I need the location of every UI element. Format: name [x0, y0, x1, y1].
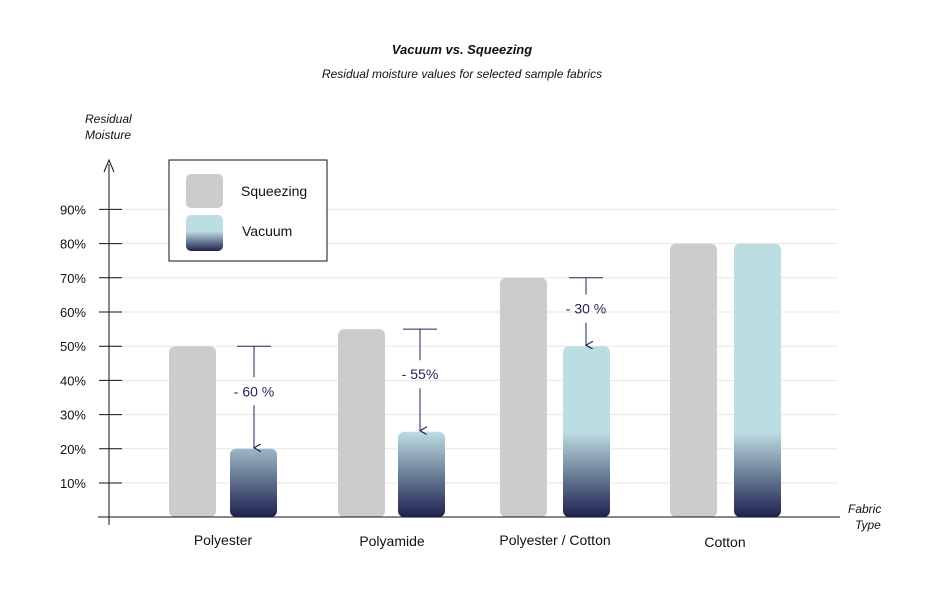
- reduction-label: - 30 %: [566, 301, 606, 317]
- bar-vacuum: [563, 346, 610, 517]
- x-category-label: Polyester: [194, 532, 253, 548]
- legend-label-vacuum: Vacuum: [242, 223, 292, 239]
- bar-squeezing: [338, 329, 385, 517]
- y-tick-label: 40%: [60, 373, 86, 388]
- y-axis-label-line2: Moisture: [85, 128, 131, 142]
- bars: [169, 243, 781, 517]
- y-tick-label: 50%: [60, 339, 86, 354]
- bar-vacuum: [230, 448, 277, 517]
- chart-subtitle: Residual moisture values for selected sa…: [321, 67, 603, 81]
- x-axis-label-line1: Fabric: [848, 502, 881, 516]
- x-category-label: Polyester / Cotton: [499, 532, 610, 548]
- reduction-label: - 55%: [402, 366, 439, 382]
- x-category-labels: Polyester Polyamide Polyester / Cotton Cott…: [194, 532, 746, 550]
- y-axis-label-line1: Residual: [85, 112, 132, 126]
- legend-label-squeezing: Squeezing: [241, 183, 307, 199]
- bar-vacuum: [734, 243, 781, 517]
- bar-vacuum: [398, 431, 445, 517]
- x-category-label: Polyamide: [359, 533, 425, 549]
- y-tick-label: 90%: [60, 202, 86, 217]
- x-axis-label-line2: Type: [855, 518, 881, 532]
- y-tick-label: 20%: [60, 442, 86, 457]
- y-tick-label: 70%: [60, 271, 86, 286]
- legend-swatch-vacuum: [186, 215, 223, 251]
- bar-squeezing: [670, 243, 717, 517]
- y-axis-arrow-icon: [103, 158, 115, 173]
- y-ticks: 10% 20% 30% 40% 50% 60% 70% 80% 90%: [60, 202, 122, 491]
- reduction-annotations: - 60 % - 55% - 30 %: [234, 277, 606, 448]
- bar-squeezing: [500, 277, 547, 517]
- y-tick-label: 60%: [60, 305, 86, 320]
- y-tick-label: 80%: [60, 237, 86, 252]
- y-tick-label: 30%: [60, 408, 86, 423]
- bar-squeezing: [169, 346, 216, 517]
- legend-swatch-squeezing: [186, 174, 223, 208]
- reduction-label: - 60 %: [234, 383, 274, 399]
- y-tick-label: 10%: [60, 476, 86, 491]
- chart-title: Vacuum vs. Squeezing: [391, 42, 533, 57]
- x-category-label: Cotton: [704, 534, 745, 550]
- legend: Squeezing Vacuum: [168, 159, 328, 262]
